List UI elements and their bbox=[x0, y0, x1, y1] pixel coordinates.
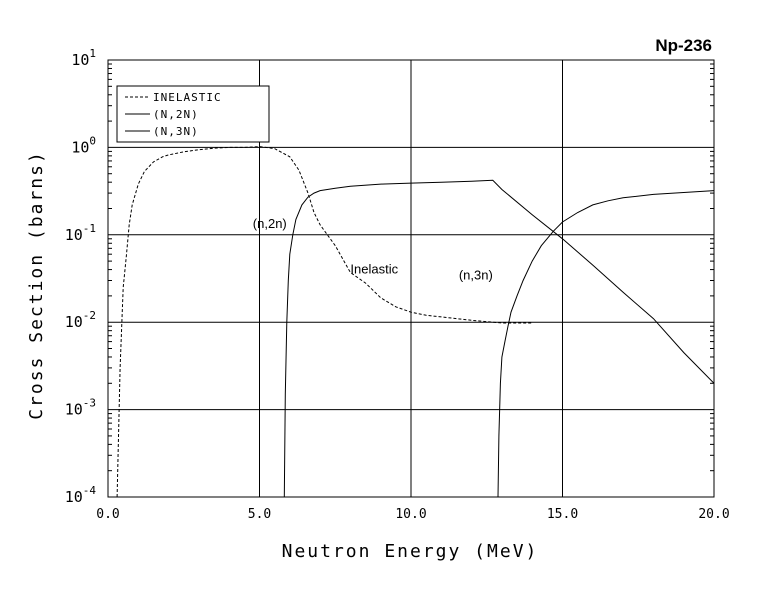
y-tick-label: 101 bbox=[71, 47, 96, 69]
legend-label: (N,3N) bbox=[153, 125, 199, 138]
curve-annotations: (n,2n) Inelastic (n,3n) bbox=[253, 216, 493, 282]
legend-label: (N,2N) bbox=[153, 108, 199, 121]
series-line-1 bbox=[116, 146, 533, 498]
series-lines bbox=[116, 146, 715, 498]
x-axis-label: Neutron Energy (MeV) bbox=[282, 541, 539, 562]
x-tick-label: 15.0 bbox=[547, 507, 578, 522]
axis-ticks: 0.0 5.0 10.0 15.0 20.0 101 100 10-1 10-2 10-3 10-4 bbox=[65, 47, 730, 522]
series-line-2 bbox=[283, 179, 715, 498]
y-tick-label: 10-2 bbox=[65, 309, 96, 331]
x-tick-label: 20.0 bbox=[698, 507, 729, 522]
y-axis-label: Cross Section (barns) bbox=[26, 150, 47, 420]
grid-lines bbox=[108, 60, 714, 497]
x-tick-label: 10.0 bbox=[395, 507, 426, 522]
y-tick-label: 10-1 bbox=[65, 222, 96, 244]
chart-title: Np-236 bbox=[655, 36, 712, 55]
curve-annotation: (n,2n) bbox=[253, 216, 287, 231]
y-tick-label: 10-3 bbox=[65, 397, 96, 419]
curve-annotation: (n,3n) bbox=[459, 267, 493, 282]
y-tick-label: 100 bbox=[71, 134, 96, 156]
legend: INELASTIC (N,2N) (N,3N) bbox=[116, 85, 270, 143]
x-tick-label: 0.0 bbox=[96, 507, 119, 522]
curve-annotation: Inelastic bbox=[350, 262, 398, 277]
series-line-3 bbox=[497, 190, 715, 498]
plot-frame bbox=[107, 59, 715, 498]
x-tick-label: 5.0 bbox=[248, 507, 271, 522]
y-tick-label: 10-4 bbox=[65, 484, 97, 506]
legend-label: INELASTIC bbox=[153, 91, 222, 104]
